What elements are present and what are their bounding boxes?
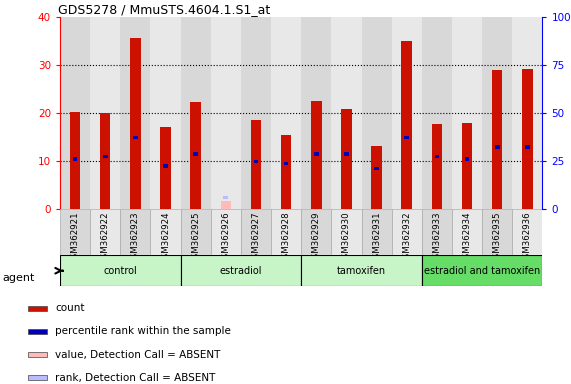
Bar [28,352,47,357]
Bar [314,152,319,156]
Bar [60,255,180,286]
Bar [103,155,107,158]
Text: tamoxifen: tamoxifen [337,266,386,276]
Text: GSM362923: GSM362923 [131,212,140,264]
Bar [60,17,90,209]
Bar [525,145,530,149]
Bar [271,209,301,255]
Text: control: control [103,266,137,276]
Bar [90,17,120,209]
Bar [180,255,301,286]
Text: value, Detection Call = ABSENT: value, Detection Call = ABSENT [55,349,221,359]
Bar [211,17,241,209]
Text: GSM362929: GSM362929 [312,212,321,264]
Text: GSM362924: GSM362924 [161,212,170,264]
Bar [301,255,422,286]
Text: GSM362935: GSM362935 [493,212,502,264]
Bar [512,17,542,209]
Bar [254,160,258,163]
Bar [73,157,78,161]
Bar [90,209,120,255]
Bar [374,167,379,170]
Text: GSM362921: GSM362921 [71,212,79,264]
Text: GSM362934: GSM362934 [463,212,472,264]
Bar [241,209,271,255]
Bar [432,124,442,209]
Bar [28,329,47,334]
Bar [150,209,180,255]
Bar [301,17,331,209]
Bar [70,113,81,209]
Bar [465,157,469,161]
Bar [150,17,180,209]
Bar [284,162,288,166]
Bar [422,17,452,209]
Bar [371,146,382,209]
Bar [120,209,150,255]
Bar [120,17,150,209]
Bar [251,121,262,209]
Bar [180,17,211,209]
Text: GSM362930: GSM362930 [342,212,351,264]
Bar [361,17,392,209]
Text: estradiol: estradiol [220,266,262,276]
Bar [462,123,472,209]
Bar [271,17,301,209]
Bar [361,209,392,255]
Bar [482,17,512,209]
Bar [341,109,352,209]
Text: GSM362936: GSM362936 [523,212,532,264]
Bar [404,136,409,139]
Bar [220,201,231,209]
Bar [495,145,500,149]
Bar [28,375,47,380]
Bar [193,152,198,156]
Bar [422,209,452,255]
Text: count: count [55,303,85,313]
Text: GSM362922: GSM362922 [100,212,110,264]
Text: estradiol and tamoxifen: estradiol and tamoxifen [424,266,540,276]
Text: GSM362927: GSM362927 [251,212,260,264]
Text: GSM362926: GSM362926 [222,212,230,264]
Text: GSM362925: GSM362925 [191,212,200,264]
Bar [492,70,502,209]
Text: percentile rank within the sample: percentile rank within the sample [55,326,231,336]
Bar [190,102,201,209]
Bar [211,209,241,255]
Bar [435,155,439,158]
Bar [344,152,349,156]
Text: agent: agent [3,273,35,283]
Text: GSM362933: GSM362933 [432,212,441,264]
Bar [392,17,422,209]
Bar [281,135,291,209]
Bar [482,209,512,255]
Bar [130,38,140,209]
Bar [60,209,90,255]
Bar [180,209,211,255]
Bar [331,209,361,255]
Text: GSM362931: GSM362931 [372,212,381,264]
Text: GDS5278 / MmuSTS.4604.1.S1_at: GDS5278 / MmuSTS.4604.1.S1_at [58,3,270,16]
Text: GSM362928: GSM362928 [282,212,291,264]
Bar [512,209,542,255]
Bar [160,127,171,209]
Bar [422,255,542,286]
Bar [331,17,361,209]
Bar [100,113,110,209]
Bar [522,69,533,209]
Bar [311,101,321,209]
Bar [392,209,422,255]
Bar [301,209,331,255]
Text: GSM362932: GSM362932 [402,212,411,264]
Bar [223,195,228,199]
Text: rank, Detection Call = ABSENT: rank, Detection Call = ABSENT [55,372,216,382]
Bar [133,136,138,139]
Bar [28,306,47,311]
Bar [241,17,271,209]
Bar [452,209,482,255]
Bar [452,17,482,209]
Bar [163,164,168,168]
Bar [401,41,412,209]
